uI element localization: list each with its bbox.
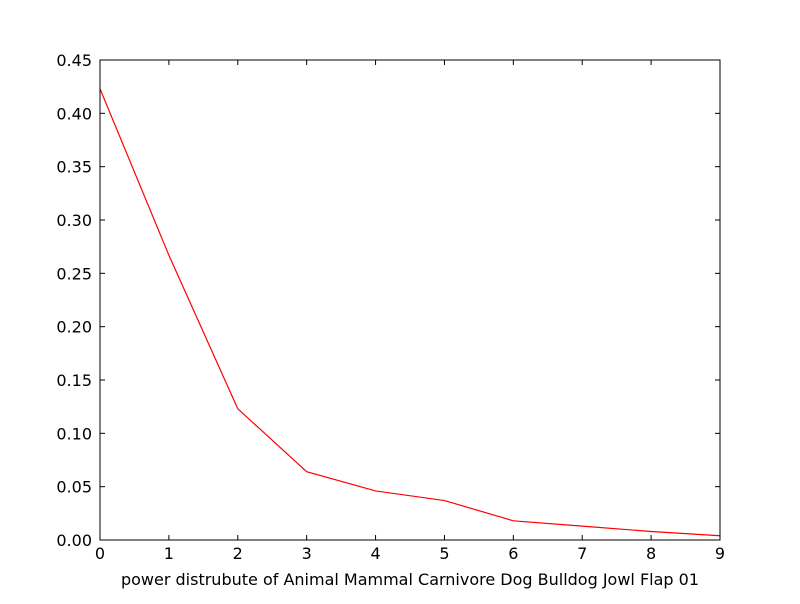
x-tick-label: 2 (233, 544, 243, 563)
y-tick-label: 0.30 (56, 211, 92, 230)
x-tick-label: 4 (370, 544, 380, 563)
y-tick-label: 0.25 (56, 264, 92, 283)
x-tick-label: 8 (646, 544, 656, 563)
y-tick-label: 0.40 (56, 104, 92, 123)
x-tick-label: 7 (577, 544, 587, 563)
y-tick-label: 0.20 (56, 318, 92, 337)
x-tick-label: 1 (164, 544, 174, 563)
y-tick-label: 0.35 (56, 158, 92, 177)
x-axis-label: power distrubute of Animal Mammal Carniv… (121, 570, 699, 589)
y-tick-label: 0.45 (56, 51, 92, 70)
y-tick-label: 0.05 (56, 478, 92, 497)
y-tick-label: 0.15 (56, 371, 92, 390)
x-tick-label: 9 (715, 544, 725, 563)
plot-area (100, 60, 720, 540)
x-tick-label: 6 (508, 544, 518, 563)
x-tick-label: 3 (302, 544, 312, 563)
y-tick-label: 0.10 (56, 424, 92, 443)
y-tick-label: 0.00 (56, 531, 92, 550)
x-tick-label: 5 (439, 544, 449, 563)
x-tick-label: 0 (95, 544, 105, 563)
